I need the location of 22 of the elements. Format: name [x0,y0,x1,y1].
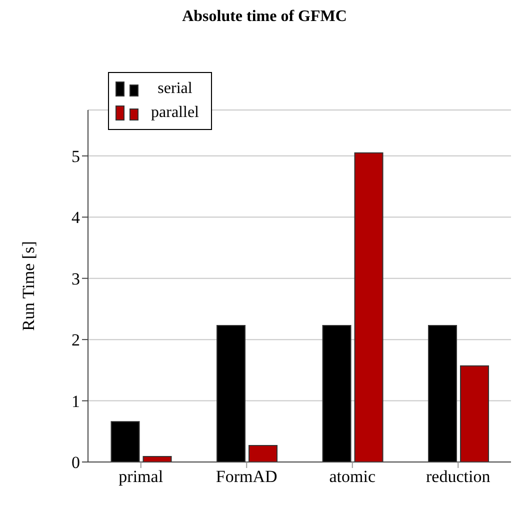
bar [354,152,384,462]
y-tick-label: 2 [72,330,80,350]
bar [142,456,172,462]
y-tick-label: 5 [72,146,80,166]
bar [110,421,140,462]
y-axis-title: Run Time [s] [19,241,38,331]
y-tick-label: 3 [72,269,80,288]
legend-label: parallel [150,104,200,122]
bar [460,365,490,462]
bar [216,324,246,462]
bar [248,444,278,462]
x-tick-label: atomic [329,467,376,486]
bar [428,324,458,462]
chart-title: Absolute time of GFMC [181,8,348,27]
y-tick-label: 0 [72,453,80,472]
x-tick-label: primal [118,467,164,486]
x-tick-label: reduction [426,467,491,486]
x-tick-label: FormAD [216,467,278,486]
y-tick-label: 1 [72,392,80,411]
y-tick-label: 4 [72,208,80,228]
bar [322,324,352,462]
legend-label: serial [156,80,194,98]
